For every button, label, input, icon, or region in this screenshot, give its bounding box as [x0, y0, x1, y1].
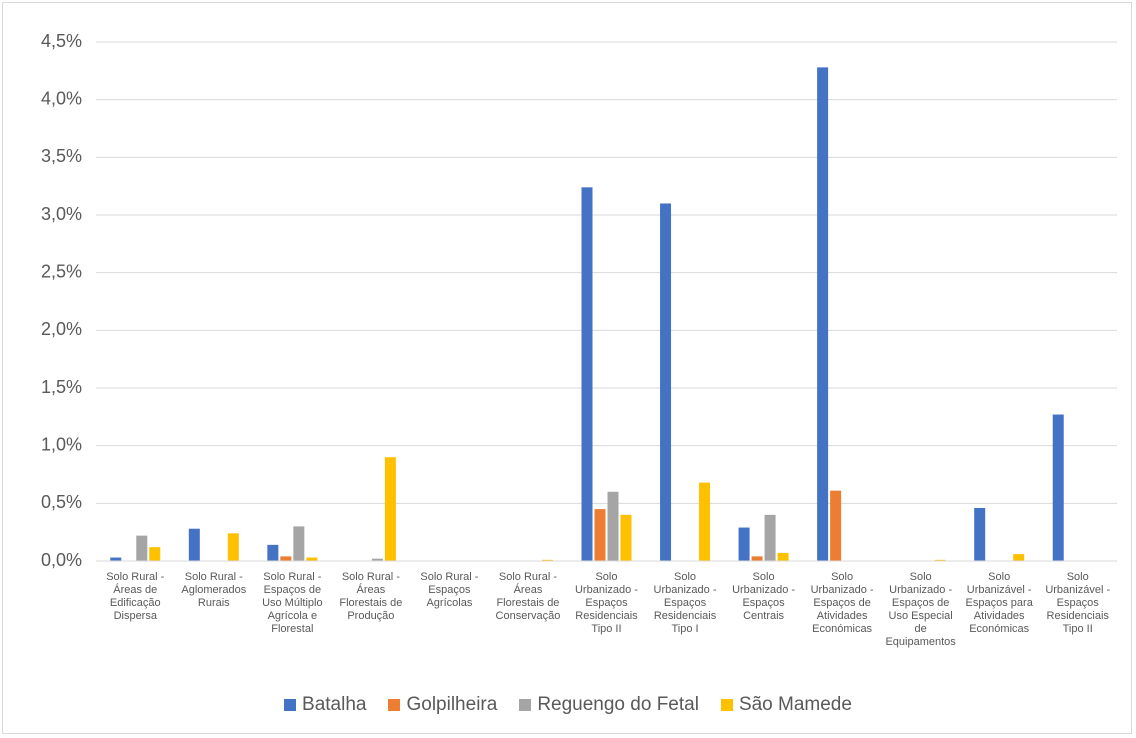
legend-item: São Mamede — [720, 694, 852, 716]
bar — [660, 203, 672, 561]
legend-item: Golpilheira — [388, 694, 497, 716]
y-tick-label: 4,0% — [41, 88, 82, 108]
bar — [280, 556, 292, 561]
legend-label: Reguengo do Fetal — [537, 694, 699, 715]
bar — [738, 527, 750, 561]
bar — [149, 547, 161, 561]
bar — [188, 528, 200, 561]
x-tick-label: Solo Urbanizado - Espaços de Uso Especia… — [885, 571, 956, 648]
y-tick-label: 0,5% — [41, 492, 82, 512]
bar — [934, 559, 946, 561]
bar — [136, 535, 148, 561]
x-tick-label: Solo Urbanizado - Espaços Residenciais T… — [574, 571, 638, 635]
bar — [620, 514, 632, 561]
legend-swatch — [284, 699, 297, 711]
x-tick-label: Solo Rural - Espaços Agrícolas — [420, 571, 479, 609]
legend: Batalha Golpilheira Reguengo do Fetal São M… — [0, 694, 1136, 716]
legend-item: Batalha — [284, 694, 366, 716]
bar — [751, 556, 763, 561]
legend-swatch — [720, 699, 733, 711]
x-tick-label: Solo Urbanizado - Espaços Centrais — [732, 571, 796, 622]
y-tick-label: 1,5% — [41, 377, 82, 397]
y-tick-label: 4,5% — [41, 31, 82, 51]
bar — [777, 552, 789, 561]
bar — [1013, 554, 1025, 561]
bar — [371, 558, 383, 561]
legend-label: Golpilheira — [406, 694, 498, 715]
bar — [110, 557, 122, 561]
bar — [974, 507, 986, 561]
x-tick-label: Solo Urbanizado - Espaços Residenciais T… — [653, 571, 717, 635]
y-tick-label: 0,0% — [41, 550, 82, 570]
x-tick-label: Solo Urbanizável - Espaços para Atividad… — [965, 571, 1033, 635]
bar — [830, 490, 842, 561]
legend-label: Batalha — [302, 694, 367, 715]
bar — [541, 559, 553, 561]
bar — [581, 187, 593, 561]
bar — [384, 457, 396, 561]
y-tick-label: 2,0% — [41, 319, 82, 339]
bar — [594, 509, 606, 561]
bar — [267, 544, 279, 561]
bar — [227, 533, 239, 561]
legend-item: Reguengo do Fetal — [519, 694, 699, 716]
bar — [306, 557, 318, 561]
bar — [817, 67, 829, 561]
x-tick-label: Solo Rural - Áreas de Edificação Dispers… — [106, 571, 165, 622]
y-tick-label: 2,5% — [41, 261, 82, 281]
legend-label: São Mamede — [738, 694, 852, 715]
x-tick-label: Solo Rural - Espaços de Uso Múltiplo Agr… — [262, 571, 323, 635]
x-tick-label: Solo Rural - Aglomerados Rurais — [181, 571, 247, 609]
bar — [699, 482, 711, 561]
bar — [1052, 414, 1064, 561]
y-tick-label: 3,0% — [41, 204, 82, 224]
legend-swatch — [519, 699, 532, 711]
x-tick-label: Solo Rural - Áreas Florestais de Produçã… — [339, 571, 403, 622]
bar — [764, 514, 776, 561]
bar — [293, 526, 305, 561]
x-tick-label: Solo Rural - Áreas Florestais de Conserv… — [495, 571, 561, 622]
bar — [607, 491, 619, 561]
x-tick-label: Solo Urbanizável - Espaços Residenciais … — [1045, 571, 1111, 635]
legend-swatch — [388, 699, 401, 711]
x-tick-label: Solo Urbanizado - Espaços de Atividades … — [810, 571, 874, 635]
y-tick-label: 3,5% — [41, 146, 82, 166]
y-tick-label: 1,0% — [41, 434, 82, 454]
